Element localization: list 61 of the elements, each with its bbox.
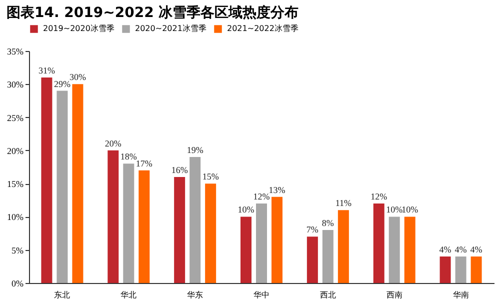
bar bbox=[470, 256, 482, 283]
bar bbox=[138, 170, 150, 283]
x-tick-label: 华东 bbox=[187, 290, 204, 300]
data-label: 17% bbox=[136, 158, 153, 168]
x-tick-label: 东北 bbox=[54, 290, 70, 300]
data-label: 13% bbox=[268, 184, 286, 195]
data-label: 29% bbox=[54, 78, 71, 89]
data-label: 18% bbox=[120, 152, 138, 162]
y-tick-label: 30% bbox=[7, 80, 24, 90]
bar bbox=[174, 176, 186, 283]
data-label: 4% bbox=[439, 244, 452, 254]
chart-title: 图表14. 2019~2022 冰雪季各区域热度分布 bbox=[6, 4, 299, 21]
legend-label: 2021~2022冰雪季 bbox=[227, 24, 298, 33]
data-label: 16% bbox=[171, 164, 188, 175]
x-tick-label: 华中 bbox=[254, 290, 270, 300]
data-label: 10% bbox=[238, 204, 255, 215]
data-label: 12% bbox=[370, 191, 388, 202]
bar bbox=[72, 84, 84, 283]
bar bbox=[123, 164, 134, 283]
x-tick-label: 西南 bbox=[386, 290, 402, 300]
bar bbox=[272, 196, 282, 283]
bar bbox=[205, 184, 216, 283]
data-label: 7% bbox=[306, 224, 319, 235]
data-label: 12% bbox=[253, 191, 270, 202]
y-tick-label: 10% bbox=[7, 212, 24, 222]
data-label: 4% bbox=[454, 244, 468, 254]
bar bbox=[41, 78, 52, 283]
bar bbox=[256, 203, 267, 283]
y-tick-label: 5% bbox=[12, 245, 24, 256]
data-label: 19% bbox=[186, 145, 204, 156]
y-tick-label: 0% bbox=[12, 278, 24, 288]
bar bbox=[373, 203, 384, 283]
bar bbox=[338, 210, 349, 283]
bar bbox=[440, 256, 451, 283]
bar bbox=[455, 256, 466, 283]
y-tick-label: 35% bbox=[7, 46, 24, 56]
data-label: 4% bbox=[470, 244, 483, 254]
bar bbox=[404, 216, 416, 283]
data-label: 8% bbox=[322, 218, 334, 228]
legend-label: 2019~2020冰雪季 bbox=[43, 24, 114, 33]
bar bbox=[388, 216, 400, 283]
x-tick-label: 西北 bbox=[320, 290, 336, 300]
data-label: 15% bbox=[202, 172, 220, 182]
data-label: 10% bbox=[386, 204, 404, 215]
data-label: 11% bbox=[335, 198, 352, 208]
bar bbox=[56, 90, 68, 283]
y-tick-label: 20% bbox=[7, 146, 24, 156]
bar bbox=[108, 150, 119, 283]
data-label: 30% bbox=[69, 72, 86, 82]
y-tick-label: 25% bbox=[7, 112, 24, 123]
bar bbox=[240, 216, 252, 283]
bar bbox=[306, 236, 318, 283]
bar bbox=[322, 230, 334, 283]
data-label: 31% bbox=[38, 66, 56, 76]
legend-label: 2020~2021冰雪季 bbox=[135, 24, 206, 33]
x-tick-label: 华南 bbox=[452, 290, 469, 300]
bar bbox=[190, 157, 201, 283]
y-tick-label: 15% bbox=[7, 179, 24, 190]
data-label: 20% bbox=[104, 138, 122, 148]
data-label: 10% bbox=[402, 204, 419, 215]
x-tick-label: 华北 bbox=[120, 290, 137, 300]
